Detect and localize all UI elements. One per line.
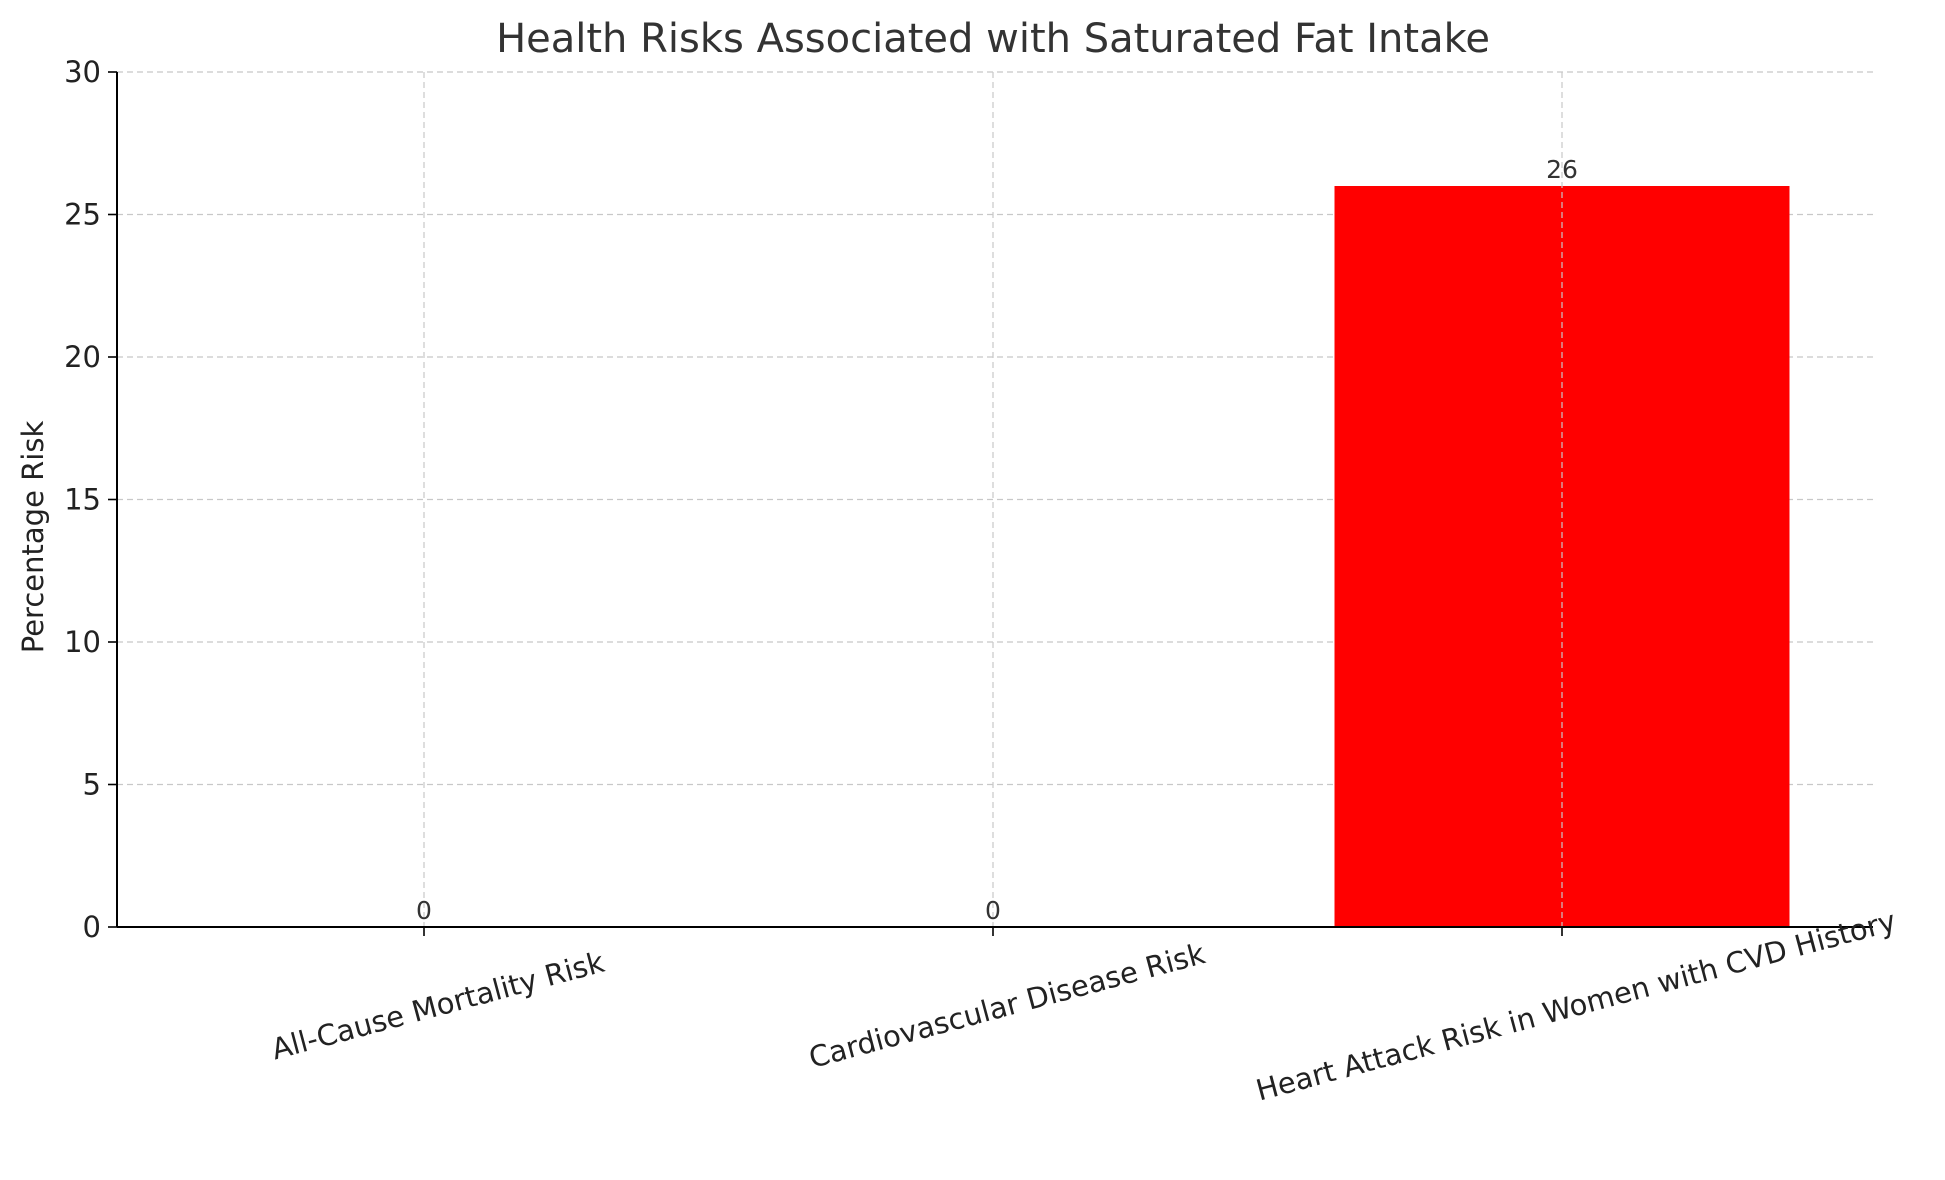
data-labels: 0 0 26 [416, 155, 1578, 925]
y-tick-label: 15 [64, 483, 101, 517]
y-tick-label: 25 [64, 198, 101, 232]
y-axis-ticks: 0 5 10 15 20 25 30 [64, 55, 117, 944]
y-axis-label: Percentage Risk [16, 421, 50, 654]
bar-value-label: 0 [985, 896, 1001, 925]
chart-title: Health Risks Associated with Saturated F… [496, 16, 1490, 62]
y-tick-label: 20 [64, 340, 101, 374]
bar-value-label: 0 [416, 896, 432, 925]
y-tick-label: 0 [83, 910, 101, 944]
y-tick-label: 10 [64, 625, 101, 659]
y-tick-label: 30 [64, 55, 101, 89]
bar-value-label: 26 [1546, 155, 1578, 184]
y-tick-label: 5 [83, 768, 101, 802]
